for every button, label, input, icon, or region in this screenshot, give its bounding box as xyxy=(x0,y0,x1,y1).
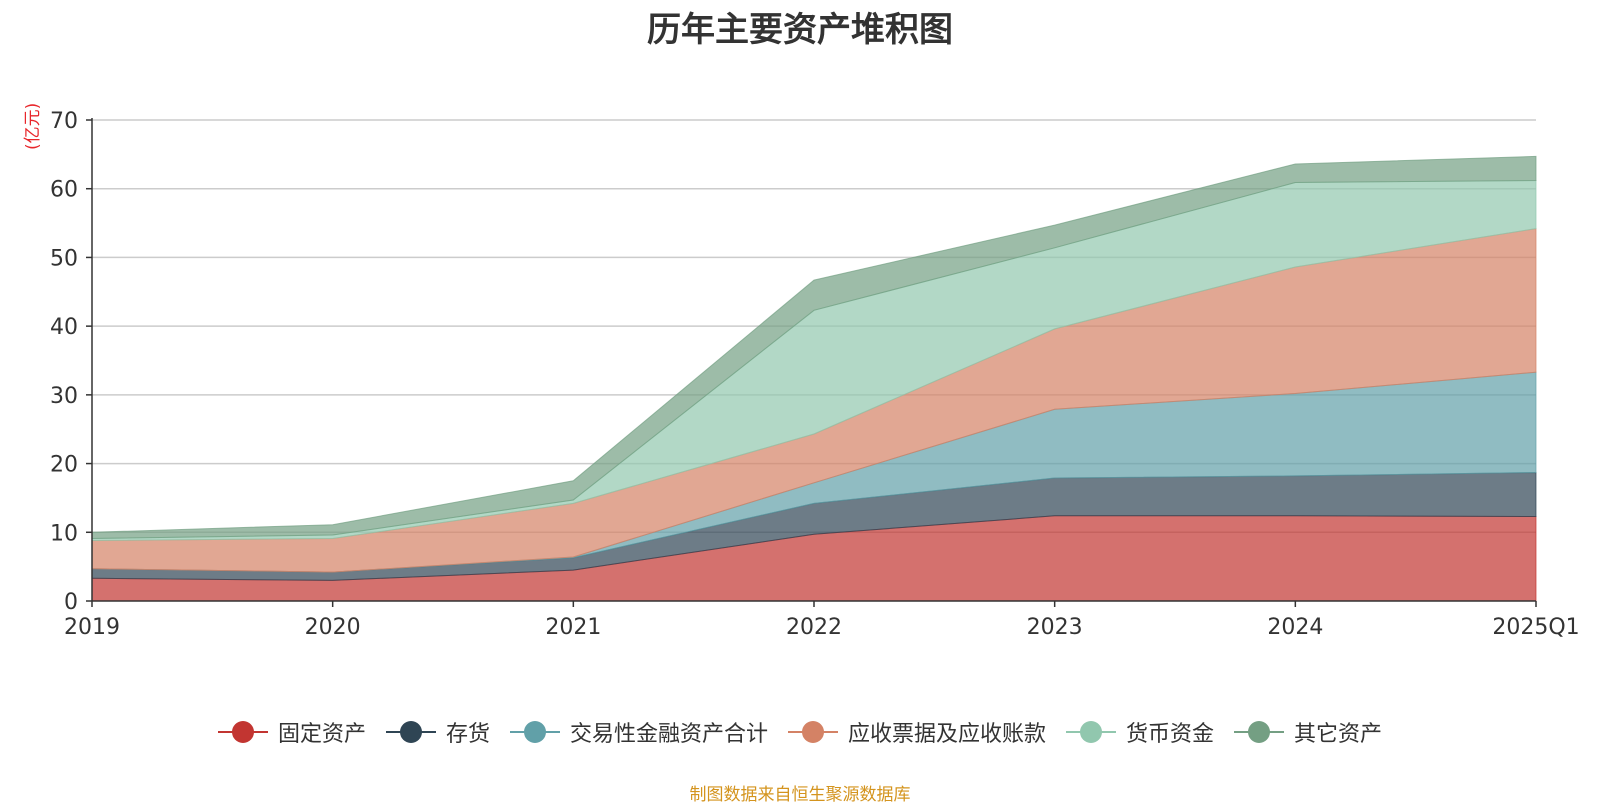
legend-label: 固定资产 xyxy=(277,722,366,747)
x-tick-label: 2022 xyxy=(786,615,842,640)
legend-label: 存货 xyxy=(445,722,490,747)
source-note: 制图数据来自恒生聚源数据库 xyxy=(689,785,911,805)
y-tick-label: 70 xyxy=(50,109,78,134)
x-tick-label: 2020 xyxy=(305,615,361,640)
legend-item[interactable]: 其它资产 xyxy=(1234,716,1382,748)
stacked-area-chart: 0 10 20 30 40 50 60 70 2019 2020 2021 2022 2023 2024 2… xyxy=(50,109,1580,640)
area-series-5 xyxy=(91,155,1537,540)
legend: 固定资产 存货 交易性金融资产合计 应收票据及应收账款 货币资金 其它资产 xyxy=(0,716,1600,748)
x-tick-label: 2019 xyxy=(64,615,120,640)
y-tick-label: 50 xyxy=(50,246,78,271)
legend-marker-icon xyxy=(788,720,838,744)
legend-marker-icon xyxy=(1234,720,1285,744)
legend-item[interactable]: 应收票据及应收账款 xyxy=(788,716,1046,748)
y-tick-label: 30 xyxy=(50,384,78,409)
legend-marker-icon xyxy=(217,720,268,744)
legend-label: 货币资金 xyxy=(1126,722,1215,747)
y-tick-label: 10 xyxy=(50,521,78,546)
y-tick-label: 60 xyxy=(50,178,78,203)
legend-item[interactable]: 存货 xyxy=(385,716,490,748)
y-tick-label: 40 xyxy=(50,315,78,340)
area-series xyxy=(91,155,1537,602)
legend-marker-icon xyxy=(385,720,436,744)
x-tick-label: 2025Q1 xyxy=(1492,615,1579,640)
axes: 0 10 20 30 40 50 60 70 2019 2020 2021 2022 2023 2024 2… xyxy=(50,109,1580,640)
legend-label: 交易性金融资产合计 xyxy=(569,722,768,747)
y-tick-label: 0 xyxy=(64,590,78,615)
x-tick-label: 2021 xyxy=(545,615,601,640)
chart-title: 历年主要资产堆积图 xyxy=(647,10,953,50)
x-tick-label: 2024 xyxy=(1267,615,1323,640)
legend-item[interactable]: 交易性金融资产合计 xyxy=(509,716,768,748)
legend-label: 其它资产 xyxy=(1294,722,1383,747)
y-tick-label: 20 xyxy=(50,453,78,478)
x-tick-label: 2023 xyxy=(1027,615,1083,640)
legend-item[interactable]: 货币资金 xyxy=(1066,716,1214,748)
legend-marker-icon xyxy=(509,720,560,744)
legend-label: 应收票据及应收账款 xyxy=(848,722,1047,747)
legend-item[interactable]: 固定资产 xyxy=(217,716,366,748)
legend-marker-icon xyxy=(1066,720,1117,744)
